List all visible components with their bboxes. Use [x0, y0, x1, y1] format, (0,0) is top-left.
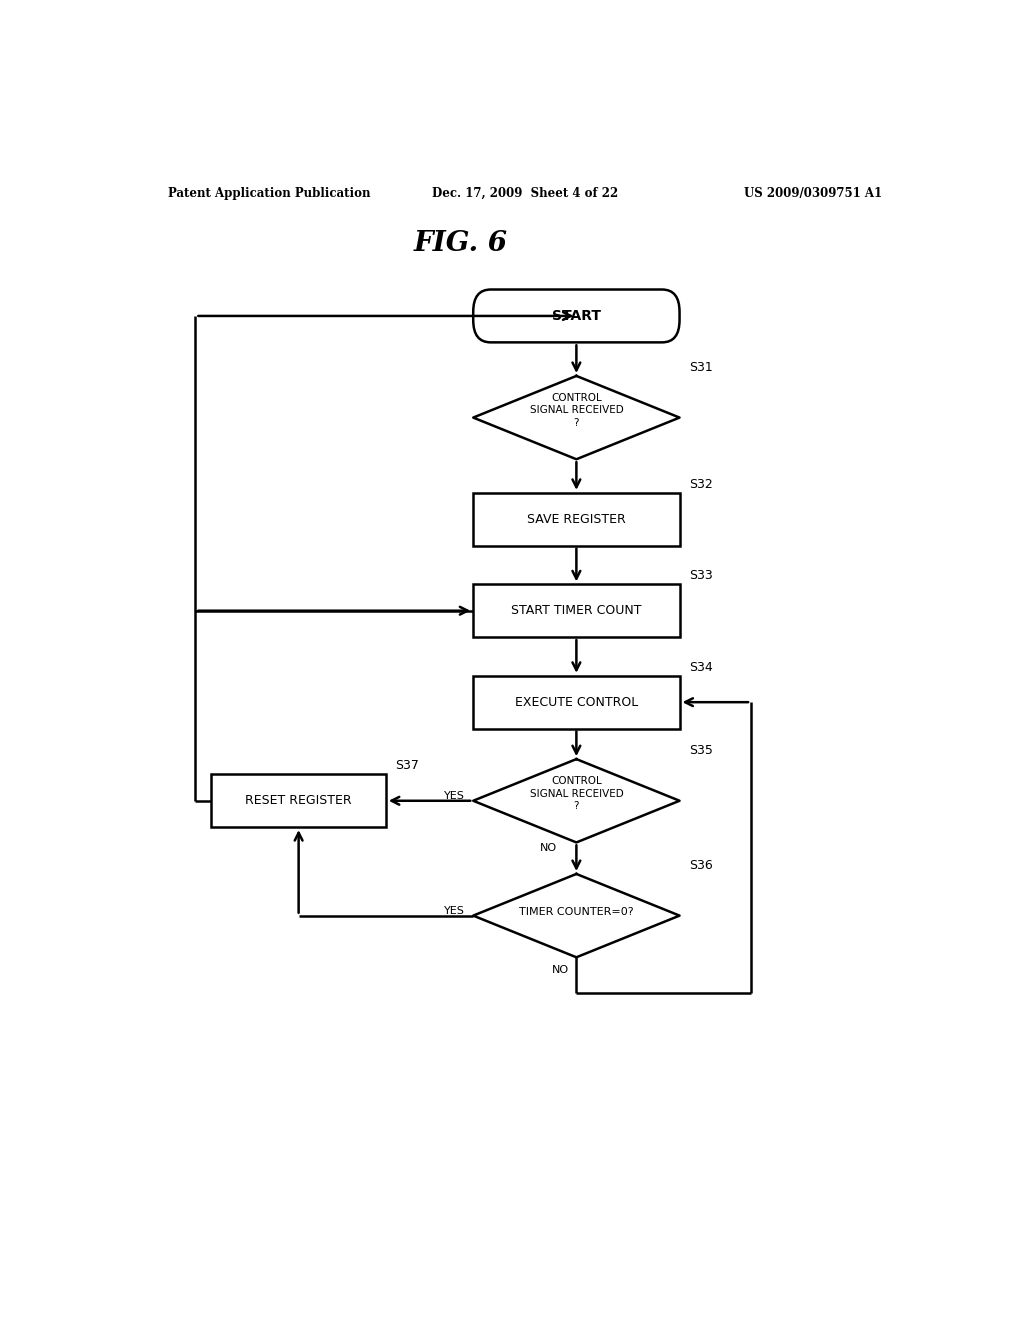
Text: CONTROL
SIGNAL RECEIVED
?: CONTROL SIGNAL RECEIVED ? — [529, 393, 624, 428]
Text: US 2009/0309751 A1: US 2009/0309751 A1 — [743, 187, 882, 199]
Text: CONTROL
SIGNAL RECEIVED
?: CONTROL SIGNAL RECEIVED ? — [529, 776, 624, 810]
Text: NO: NO — [540, 843, 556, 853]
Bar — [473, 676, 680, 729]
Bar — [473, 492, 680, 545]
Text: Patent Application Publication: Patent Application Publication — [168, 187, 371, 199]
Polygon shape — [473, 759, 680, 842]
Text: START: START — [552, 309, 601, 323]
Text: TIMER COUNTER=0?: TIMER COUNTER=0? — [519, 907, 634, 916]
Text: S31: S31 — [689, 360, 713, 374]
Polygon shape — [473, 376, 680, 459]
Text: START TIMER COUNT: START TIMER COUNT — [511, 605, 642, 618]
Text: FIG. 6: FIG. 6 — [414, 230, 508, 256]
Text: S32: S32 — [689, 478, 713, 491]
Text: SAVE REGISTER: SAVE REGISTER — [527, 512, 626, 525]
Text: S35: S35 — [689, 744, 713, 758]
Text: Dec. 17, 2009  Sheet 4 of 22: Dec. 17, 2009 Sheet 4 of 22 — [432, 187, 617, 199]
Text: NO: NO — [552, 965, 569, 975]
Text: YES: YES — [444, 906, 465, 916]
Text: RESET REGISTER: RESET REGISTER — [246, 795, 352, 808]
Polygon shape — [473, 874, 680, 957]
FancyBboxPatch shape — [473, 289, 680, 342]
Bar — [211, 775, 386, 828]
Bar — [473, 585, 680, 638]
Text: S37: S37 — [395, 759, 419, 772]
Text: S36: S36 — [689, 859, 713, 873]
Text: S33: S33 — [689, 569, 713, 582]
Text: EXECUTE CONTROL: EXECUTE CONTROL — [515, 696, 638, 709]
Text: S34: S34 — [689, 661, 713, 673]
Text: YES: YES — [444, 791, 465, 801]
